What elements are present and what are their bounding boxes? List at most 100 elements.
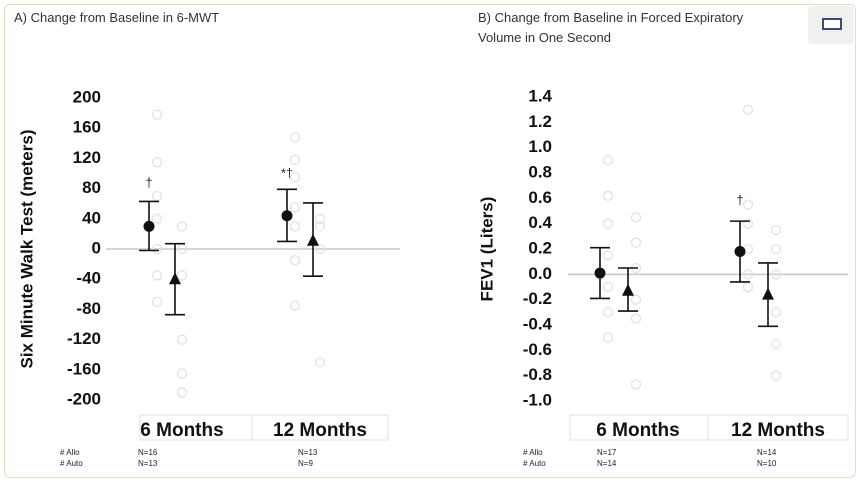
individual-data-point — [630, 237, 642, 248]
individual-data-point — [314, 243, 326, 255]
y-tick-label: -0.6 — [523, 340, 552, 359]
footer-label: # Auto — [60, 459, 83, 468]
expand-button[interactable] — [808, 6, 854, 44]
individual-data-point — [630, 313, 642, 324]
individual-data-point — [176, 387, 188, 398]
individual-data-point — [151, 109, 163, 120]
individual-data-point — [289, 255, 301, 266]
footer-count: N=14 — [757, 448, 777, 457]
y-tick-label: 0.0 — [528, 264, 552, 283]
individual-data-point — [630, 294, 642, 305]
individual-data-point — [602, 281, 614, 293]
y-tick-label: 200 — [73, 87, 101, 106]
individual-data-point — [770, 307, 782, 318]
individual-data-point — [602, 307, 614, 318]
y-tick-label: 0.8 — [528, 162, 552, 181]
footer-label: # Allo — [60, 448, 80, 457]
individual-data-point — [314, 357, 326, 368]
category-label: 12 Months — [731, 420, 825, 441]
footer-count: N=13 — [138, 459, 158, 468]
category-axis-box — [139, 414, 389, 441]
mean-point-circle — [281, 210, 293, 222]
individual-data-point — [151, 270, 163, 281]
y-tick-label: -200 — [67, 389, 101, 408]
mean-point-triangle — [762, 287, 774, 300]
individual-data-point — [314, 221, 326, 232]
individual-data-point — [176, 221, 188, 232]
footer-count: N=17 — [597, 448, 617, 457]
category-axis-box — [569, 414, 849, 441]
category-label: 6 Months — [596, 420, 679, 441]
individual-data-point — [151, 296, 163, 308]
mean-point-circle — [734, 246, 746, 258]
y-tick-label: 80 — [82, 178, 101, 197]
footer-count: N=16 — [138, 448, 158, 457]
chart-title: Volume in One Second — [478, 30, 611, 45]
y-tick-label: -0.4 — [523, 314, 553, 333]
individual-data-point — [289, 132, 301, 143]
individual-data-point — [176, 334, 188, 345]
individual-data-point — [602, 332, 614, 343]
individual-data-point — [630, 212, 642, 223]
mean-point-circle — [594, 267, 606, 279]
y-tick-label: -40 — [76, 269, 101, 288]
individual-data-point — [770, 224, 782, 236]
individual-data-point — [742, 199, 754, 210]
chart-panel-b: B) Change from Baseline in Forced Expira… — [477, 10, 849, 468]
y-axis-label: FEV1 (Liters) — [477, 197, 496, 302]
y-tick-label: 120 — [73, 148, 101, 167]
category-label: 12 Months — [273, 420, 367, 441]
y-tick-label: 0.4 — [528, 213, 552, 232]
y-tick-label: 0 — [92, 238, 101, 257]
y-tick-label: 40 — [82, 208, 101, 227]
individual-data-point — [151, 190, 163, 202]
individual-data-point — [742, 281, 754, 293]
individual-data-point — [314, 213, 326, 224]
footer-count: N=9 — [298, 459, 313, 468]
footer-label: # Allo — [523, 448, 543, 457]
individual-data-point — [602, 190, 614, 201]
chart-panel-a: A) Change from Baseline in 6-MWT Six Minu… — [14, 10, 400, 468]
y-tick-label: -0.2 — [523, 289, 552, 308]
y-tick-label: 1.2 — [528, 112, 552, 131]
individual-data-point — [151, 157, 163, 168]
individual-data-point — [770, 243, 782, 255]
individual-data-point — [630, 379, 642, 390]
significance-marker: † — [736, 193, 743, 208]
y-tick-label: 1.4 — [528, 86, 552, 105]
individual-data-point — [770, 269, 782, 280]
individual-data-point — [602, 218, 614, 229]
individual-data-point — [289, 300, 301, 311]
y-tick-label: -80 — [76, 299, 101, 318]
footer-count: N=10 — [757, 459, 777, 468]
footer-label: # Auto — [523, 459, 546, 468]
chart-title: B) Change from Baseline in Forced Expira… — [478, 10, 744, 25]
individual-data-point — [289, 154, 301, 166]
significance-marker: *† — [281, 165, 293, 180]
y-tick-label: 160 — [73, 118, 101, 137]
mean-point-circle — [143, 220, 155, 232]
square-outline-icon — [822, 18, 842, 30]
chart-title: A) Change from Baseline in 6-MWT — [14, 10, 219, 25]
y-tick-label: -160 — [67, 359, 101, 378]
mean-point-triangle — [307, 233, 319, 246]
y-axis-label: Six Minute Walk Test (meters) — [17, 130, 36, 369]
figure-frame — [4, 4, 856, 478]
individual-data-point — [742, 218, 754, 229]
individual-data-point — [602, 155, 614, 166]
individual-data-point — [176, 270, 188, 281]
individual-data-point — [151, 243, 163, 255]
mean-point-triangle — [622, 283, 634, 296]
individual-data-point — [176, 368, 188, 379]
individual-data-point — [742, 104, 754, 115]
category-label: 6 Months — [140, 420, 223, 441]
individual-data-point — [770, 338, 782, 350]
footer-count: N=14 — [597, 459, 617, 468]
y-tick-label: -0.8 — [523, 365, 552, 384]
y-tick-label: 0.2 — [528, 238, 552, 257]
individual-data-point — [289, 202, 301, 213]
y-tick-label: 0.6 — [528, 188, 552, 207]
individual-data-point — [602, 250, 614, 261]
individual-data-point — [151, 213, 163, 224]
